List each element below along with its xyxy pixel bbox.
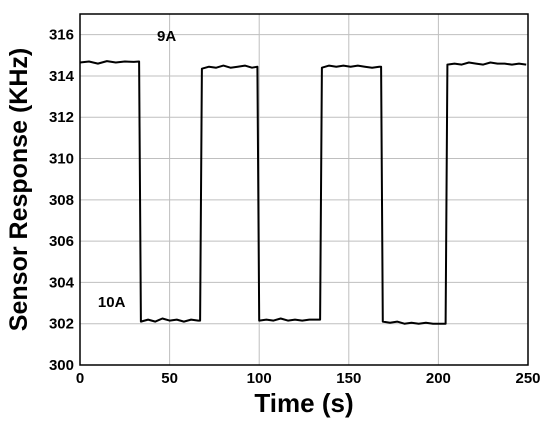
x-tick-label-4: 200 bbox=[426, 370, 451, 387]
x-tick-label-2: 100 bbox=[247, 370, 272, 387]
x-tick-label-3: 150 bbox=[336, 370, 361, 387]
y-tick-label-4: 308 bbox=[49, 192, 74, 209]
grid bbox=[80, 14, 528, 365]
y-tick-label-5: 310 bbox=[49, 151, 74, 168]
plot-frame bbox=[79, 13, 529, 366]
annotations: 9A 10A bbox=[98, 28, 176, 311]
series-layer bbox=[79, 60, 527, 325]
x-axis-title: Time (s) bbox=[254, 388, 353, 418]
x-tick-label-5: 250 bbox=[515, 370, 540, 387]
series-line-0 bbox=[79, 60, 527, 325]
annotation-1: 10A bbox=[98, 294, 126, 311]
y-tick-label-8: 316 bbox=[49, 27, 74, 44]
x-tick-label-0: 0 bbox=[76, 370, 84, 387]
y-tick-label-1: 302 bbox=[49, 316, 74, 333]
annotation-0: 9A bbox=[157, 28, 176, 45]
y-tick-label-0: 300 bbox=[49, 357, 74, 374]
y-tick-labels: 300 302 304 306 308 310 312 314 316 bbox=[49, 27, 75, 374]
y-tick-label-2: 304 bbox=[49, 274, 75, 291]
y-tick-label-7: 314 bbox=[49, 68, 75, 85]
x-tick-label-1: 50 bbox=[161, 370, 178, 387]
x-tick-labels: 0 50 100 150 200 250 bbox=[76, 370, 541, 387]
y-tick-label-6: 312 bbox=[49, 109, 74, 126]
y-tick-label-3: 306 bbox=[49, 233, 74, 250]
y-axis-title: Sensor Response (KHz) bbox=[5, 48, 33, 331]
